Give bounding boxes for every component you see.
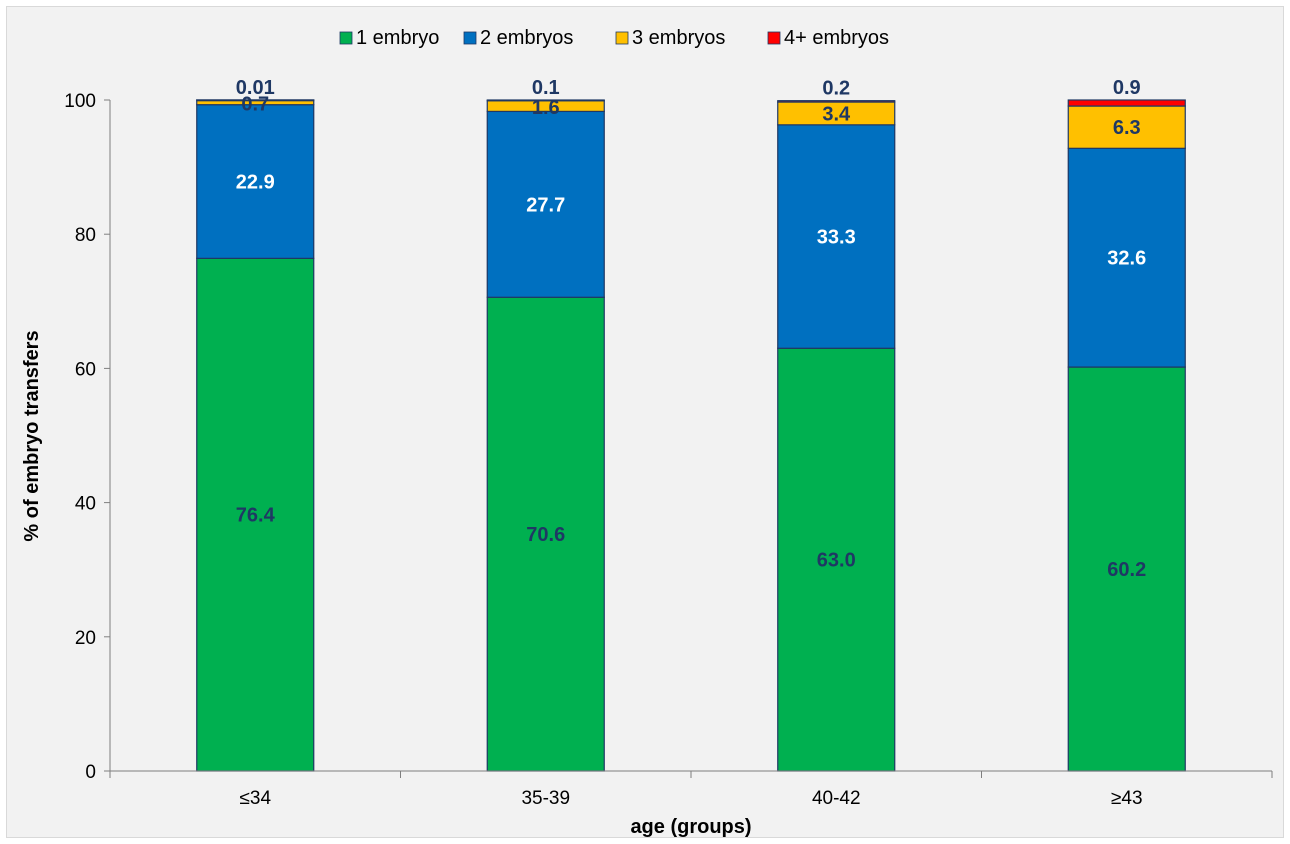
data-label: 1.6 xyxy=(532,97,560,119)
data-labels: 76.4 22.9 0.70.01 70.6 27.7 1.60.1 63.0 33.3 3.4… xyxy=(236,77,1146,581)
data-label: 0.7 xyxy=(241,93,269,115)
data-label: 0.1 xyxy=(532,77,560,99)
bars xyxy=(196,99,1186,772)
bar-segment-4 xyxy=(196,99,315,102)
bar-segment-1 xyxy=(1067,366,1186,772)
bar-segment-1 xyxy=(486,296,605,772)
data-label: 0.9 xyxy=(1113,77,1141,99)
legend-label: 2 embryos xyxy=(480,27,573,49)
legend-swatch xyxy=(615,31,629,45)
bar-segment-4 xyxy=(777,100,896,103)
legend-swatch xyxy=(463,31,477,45)
bar-segment-3 xyxy=(1067,105,1186,149)
data-label: 70.6 xyxy=(526,524,565,546)
bar-segment-4 xyxy=(1067,99,1186,107)
legend-label: 4+ embryos xyxy=(784,27,889,49)
x-tick-label: ≤34 xyxy=(239,788,271,809)
legend-swatch xyxy=(767,31,781,45)
bar-segment-1 xyxy=(196,257,315,772)
legend-swatch xyxy=(339,31,353,45)
bar-segment-2 xyxy=(1067,147,1186,368)
y-axis-title: % of embryo transfers xyxy=(21,330,43,541)
data-label: 22.9 xyxy=(236,172,275,194)
legend-label: 1 embryo xyxy=(356,27,439,49)
data-label: 3.4 xyxy=(822,103,851,125)
data-label: 0.01 xyxy=(236,77,275,99)
legend-label: 3 embryos xyxy=(632,27,725,49)
x-tick-label: ≥43 xyxy=(1111,788,1143,809)
bar-segment-4 xyxy=(486,99,605,102)
data-label: 6.3 xyxy=(1113,117,1141,139)
bar-segment-2 xyxy=(777,124,896,349)
data-label: 0.2 xyxy=(822,78,850,100)
data-label: 33.3 xyxy=(817,227,856,249)
y-tick-label: 0 xyxy=(85,762,96,783)
data-label: 76.4 xyxy=(236,505,276,527)
data-label: 60.2 xyxy=(1107,559,1146,581)
bar-segment-1 xyxy=(777,347,896,772)
x-axis-title: age (groups) xyxy=(630,816,751,838)
x-tick-label: 35-39 xyxy=(521,788,570,809)
legend: 1 embryo 2 embryos 3 embryos 4+ embryos xyxy=(339,27,889,49)
y-tick-label: 60 xyxy=(75,359,96,380)
x-tick-label: 40-42 xyxy=(812,788,861,809)
y-tick-label: 100 xyxy=(64,91,96,112)
y-tick-label: 40 xyxy=(75,494,96,515)
y-tick-label: 20 xyxy=(75,628,96,649)
data-label: 63.0 xyxy=(817,550,856,572)
axes: 0 20 40 60 80 100 ≤34 35-39 40-42 ≥43 xyxy=(64,91,1273,809)
data-label: 32.6 xyxy=(1107,248,1146,270)
data-label: 27.7 xyxy=(526,194,565,216)
y-tick-label: 80 xyxy=(75,225,96,246)
